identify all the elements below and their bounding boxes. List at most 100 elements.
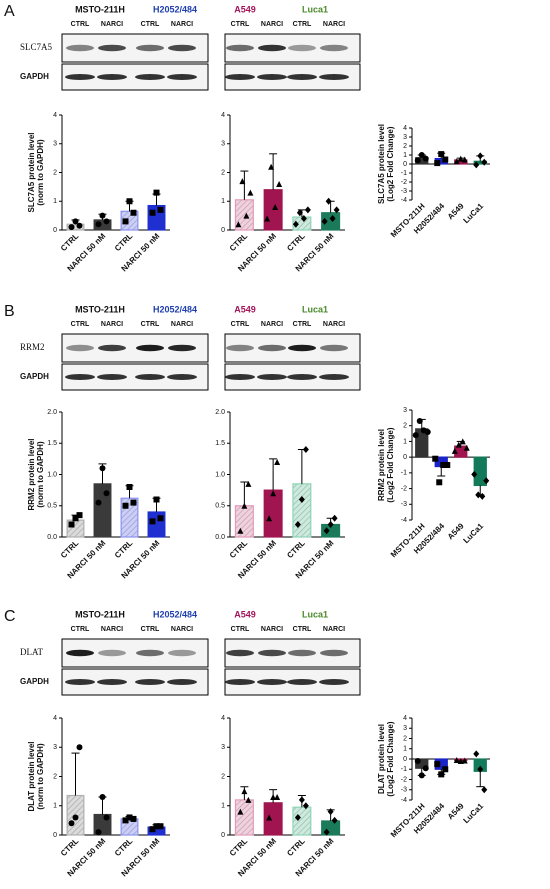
lane-label: NARCI [323, 626, 345, 633]
bar [263, 489, 283, 538]
data-point [149, 826, 156, 833]
y-tick-label: -4 [401, 517, 407, 524]
data-point [157, 515, 164, 522]
blot-band [320, 344, 348, 352]
data-point [331, 816, 338, 824]
data-point [237, 527, 244, 534]
lane-label: CTRL [293, 321, 312, 328]
blot-band [97, 679, 127, 685]
y-tick-label: 3 [403, 407, 407, 414]
data-point [268, 163, 275, 170]
bar-tint [67, 224, 84, 230]
data-point [274, 459, 281, 465]
y-tick-label: 0.0 [47, 534, 57, 541]
y-axis-label: (norm to GAPDH) [36, 743, 45, 810]
y-tick-label: 4 [221, 112, 225, 119]
x-tick-label: CTRL [228, 231, 250, 253]
data-point [434, 160, 441, 167]
protein-label: RRM2 [20, 342, 45, 352]
y-tick-label: 2 [403, 735, 407, 742]
blot-band [288, 44, 316, 52]
y-tick-label: 4 [403, 715, 407, 722]
blot-band [320, 44, 348, 52]
y-tick-label: 1 [53, 803, 57, 810]
x-tick-label: CTRL [113, 231, 135, 253]
lane-label: CTRL [141, 626, 160, 633]
y-tick-label: -3 [401, 188, 407, 195]
data-point [72, 814, 79, 821]
data-point [461, 757, 468, 764]
data-point [266, 515, 273, 522]
data-point [477, 152, 484, 160]
data-point [99, 793, 106, 800]
blot-band [258, 649, 286, 657]
x-tick-label: CTRL [59, 836, 81, 858]
lane-label: NARCI [171, 321, 193, 328]
data-point [235, 221, 242, 228]
lane-label: NARCI [323, 21, 345, 28]
x-tick-label: CTRL [285, 538, 307, 560]
blot-band [319, 74, 349, 80]
data-point [237, 808, 244, 815]
data-point [451, 447, 458, 454]
data-point [473, 750, 480, 758]
data-point [424, 429, 431, 435]
blot-band [66, 44, 94, 52]
blot-band [257, 679, 287, 685]
data-point [432, 455, 439, 462]
y-axis-label: SLC7A5 protein level [27, 132, 36, 212]
blot-band [135, 74, 165, 80]
data-point [266, 814, 273, 821]
y-tick-label: 1 [53, 198, 57, 205]
data-point [153, 823, 160, 830]
blot-band [65, 374, 95, 380]
lane-label: CTRL [231, 321, 250, 328]
y-tick-label: 2.0 [47, 409, 57, 416]
data-point [321, 217, 328, 225]
data-point [302, 446, 309, 453]
data-point [274, 793, 281, 800]
y-tick-label: -2 [401, 179, 407, 186]
data-point [300, 215, 307, 222]
data-point [302, 802, 309, 810]
lane-label: NARCI [261, 626, 283, 633]
lane-label: NARCI [261, 21, 283, 28]
data-point [76, 744, 83, 751]
y-tick-label: -4 [401, 797, 407, 804]
data-point [103, 490, 110, 497]
data-point [239, 178, 246, 185]
blot-band [135, 374, 165, 380]
y-tick-label: 2 [403, 143, 407, 150]
blot-band [98, 649, 126, 657]
data-point [130, 209, 137, 216]
data-point [323, 527, 330, 535]
cell-line-label: Luca1 [302, 609, 328, 619]
panel-label: A [4, 3, 15, 20]
data-point [99, 465, 106, 472]
bar-tint [292, 807, 311, 835]
data-point [294, 521, 301, 528]
panel-label: C [4, 608, 16, 625]
data-point [153, 496, 160, 503]
y-tick-label: 1 [403, 438, 407, 445]
blot-band [97, 74, 127, 80]
lane-label: CTRL [141, 321, 160, 328]
blot-band [65, 74, 95, 80]
data-point [241, 788, 248, 795]
cell-line-label: Luca1 [302, 4, 328, 14]
y-axis-label: (Log2 Fold Change) [386, 721, 395, 796]
data-point [245, 796, 252, 803]
lane-label: CTRL [293, 21, 312, 28]
data-point [103, 814, 110, 821]
y-tick-label: 0.5 [47, 503, 57, 510]
blot-band [167, 679, 197, 685]
x-tick-label: CTRL [285, 231, 307, 253]
data-point [292, 220, 299, 228]
y-tick-label: 1 [403, 152, 407, 159]
y-tick-label: -1 [401, 170, 407, 177]
lane-label: NARCI [323, 321, 345, 328]
data-point [481, 786, 488, 794]
y-tick-label: 4 [53, 715, 57, 722]
data-point [272, 204, 279, 210]
data-point [481, 158, 488, 166]
